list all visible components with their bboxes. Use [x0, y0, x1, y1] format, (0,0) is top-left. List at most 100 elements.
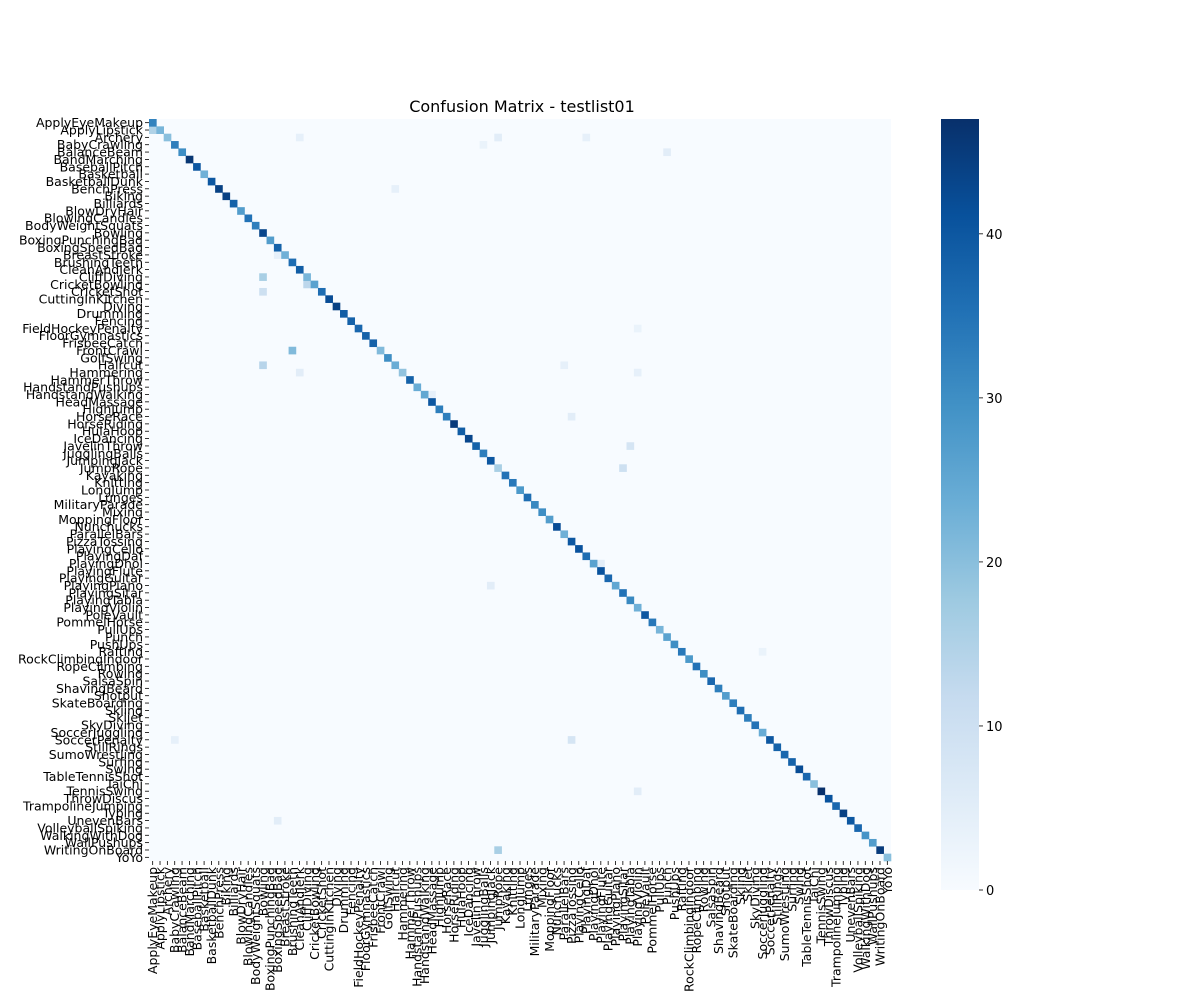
heatmap-cell	[868, 838, 877, 847]
y-tick-label: UnevenBars	[67, 813, 143, 828]
y-tick-label: WritingOnBoard	[44, 842, 143, 857]
y-tick-label: HorseRace	[76, 409, 143, 424]
y-tick-label: Rafting	[99, 644, 143, 659]
x-tick-label: HandstandWalking	[417, 867, 432, 984]
heatmap-cell	[259, 229, 267, 237]
heatmap-cell	[428, 390, 436, 399]
y-tick-label: Rowing	[98, 666, 143, 681]
x-tick-label: Diving	[329, 867, 344, 907]
heatmap-cell	[567, 412, 576, 421]
heatmap-cell	[846, 816, 855, 825]
y-tick-label: Billiards	[94, 196, 144, 211]
y-tick-label: RockClimbingIndoor	[18, 651, 144, 666]
x-tick-label: PizzaTossing	[564, 867, 579, 944]
heatmap-cell	[707, 677, 715, 685]
y-tick-label: HandstandWalking	[26, 387, 143, 402]
x-tick-label: PlayingFlute	[593, 867, 608, 944]
x-tick-label: BrushingTeeth	[285, 867, 300, 956]
x-tick-label: SkateBoarding	[726, 867, 741, 958]
heatmap-cell	[317, 287, 326, 296]
y-tick-label: Skijet	[108, 710, 143, 725]
x-tick-label: SoccerJuggling	[755, 867, 770, 959]
x-tick-label: VolleyballSpiking	[850, 867, 865, 973]
y-tick-label: BasketballDunk	[46, 174, 144, 189]
y-tick-label: SumoWrestling	[49, 747, 143, 762]
heatmap-cell	[751, 721, 760, 730]
y-tick-label: BrushingTeeth	[54, 255, 143, 270]
x-tick-label: SkyDiving	[748, 867, 763, 929]
heatmap-cell	[516, 486, 524, 494]
y-tick-label: FloorGymnastics	[39, 328, 143, 343]
y-tick-label: HeadMassage	[56, 394, 144, 409]
heatmap-cell	[508, 478, 517, 487]
heatmap-cell	[288, 258, 297, 267]
heatmap-cell	[295, 265, 304, 274]
y-tick-label: FrontCrawl	[76, 343, 143, 358]
x-tick-label: MilitaryParade	[527, 867, 542, 957]
heatmap-cell	[391, 185, 400, 193]
y-tick-label: PlayingViolin	[63, 600, 143, 615]
heatmap-cell	[560, 530, 569, 539]
y-tick-label: Lunges	[98, 490, 143, 505]
x-tick-label: PlayingSitar	[615, 866, 630, 941]
heatmap-cell	[501, 471, 510, 480]
x-tick-label: CuttingInKitchen	[321, 867, 336, 971]
y-tick-label: Surfing	[98, 754, 143, 769]
x-tick-label: BlowingCandles	[241, 867, 256, 966]
x-tick-label: JumpingJack	[483, 866, 498, 944]
x-tick-label: PommelHorse	[645, 867, 660, 954]
y-tick-label: VolleyballSpiking	[37, 820, 143, 835]
y-tick-label: Kayaking	[86, 468, 143, 483]
heatmap-cell	[663, 633, 671, 641]
x-tick-label: Punch	[659, 867, 674, 905]
x-tick-label: PlayingViolin	[630, 867, 645, 947]
heatmap-cell	[758, 647, 767, 656]
x-tick-label: CricketBowling	[307, 867, 322, 960]
heatmap-cell	[156, 126, 164, 134]
y-tick-label: FrisbeeCatch	[62, 336, 143, 351]
y-tick-label: MilitaryParade	[54, 497, 144, 512]
y-tick-label: Drumming	[77, 306, 143, 321]
y-tick-label: Swing	[106, 762, 144, 777]
x-tick-label: Haircut	[388, 867, 403, 912]
x-tick-label: WritingOnBoard	[872, 867, 887, 966]
x-tick-label: PlayingGuitar	[601, 866, 616, 951]
heatmap-cell	[288, 346, 297, 355]
x-tick-label: YoYo	[880, 867, 895, 895]
y-tick-label: PlayingFlute	[66, 563, 143, 578]
x-tick-label: BaseballPitch	[189, 867, 204, 950]
x-tick-label: CricketShot	[314, 867, 329, 939]
heatmap-cell	[295, 368, 304, 377]
y-tick-label: MoppingFloor	[58, 512, 144, 527]
y-tick-label: JumpingJack	[65, 453, 143, 468]
heatmap-cell	[354, 324, 363, 333]
heatmap-cell	[861, 831, 870, 840]
heatmap-cell	[736, 706, 745, 715]
x-tick-label: TaiChi	[806, 867, 821, 905]
y-tick-label: TennisSwing	[65, 784, 143, 799]
x-tick-label: TrampolineJumping	[828, 867, 843, 988]
x-tick-label: RopeClimbing	[689, 867, 704, 954]
x-tick-label: Archery	[160, 866, 175, 915]
y-tick-label: LongJump	[81, 483, 143, 498]
y-tick-label: PizzaTossing	[66, 534, 143, 549]
x-tick-label: FloorGymnastics	[358, 867, 373, 971]
heatmap-cell	[854, 824, 862, 832]
y-tick-label: StillRings	[85, 740, 143, 755]
y-tick-label: PushUps	[90, 637, 143, 652]
heatmap-cell	[479, 141, 488, 149]
x-tick-label: MoppingFloor	[542, 866, 557, 952]
y-tick-label: TaiChi	[105, 776, 143, 791]
x-tick-label: HorseRace	[439, 867, 454, 934]
x-tick-label: Biking	[219, 867, 234, 906]
y-tick-label: Mixing	[102, 505, 143, 520]
heatmap-cell	[384, 354, 392, 362]
x-tick-label: Lunges	[520, 867, 535, 912]
y-tick-label: BalanceBeam	[57, 145, 143, 160]
x-tick-label: FrontCrawl	[373, 867, 388, 934]
heatmap-cell	[604, 574, 613, 583]
heatmap-cell	[641, 611, 649, 619]
heatmap-cell	[692, 662, 701, 671]
heatmap-cell	[207, 177, 216, 186]
y-tick-label: Nunchucks	[74, 519, 143, 534]
